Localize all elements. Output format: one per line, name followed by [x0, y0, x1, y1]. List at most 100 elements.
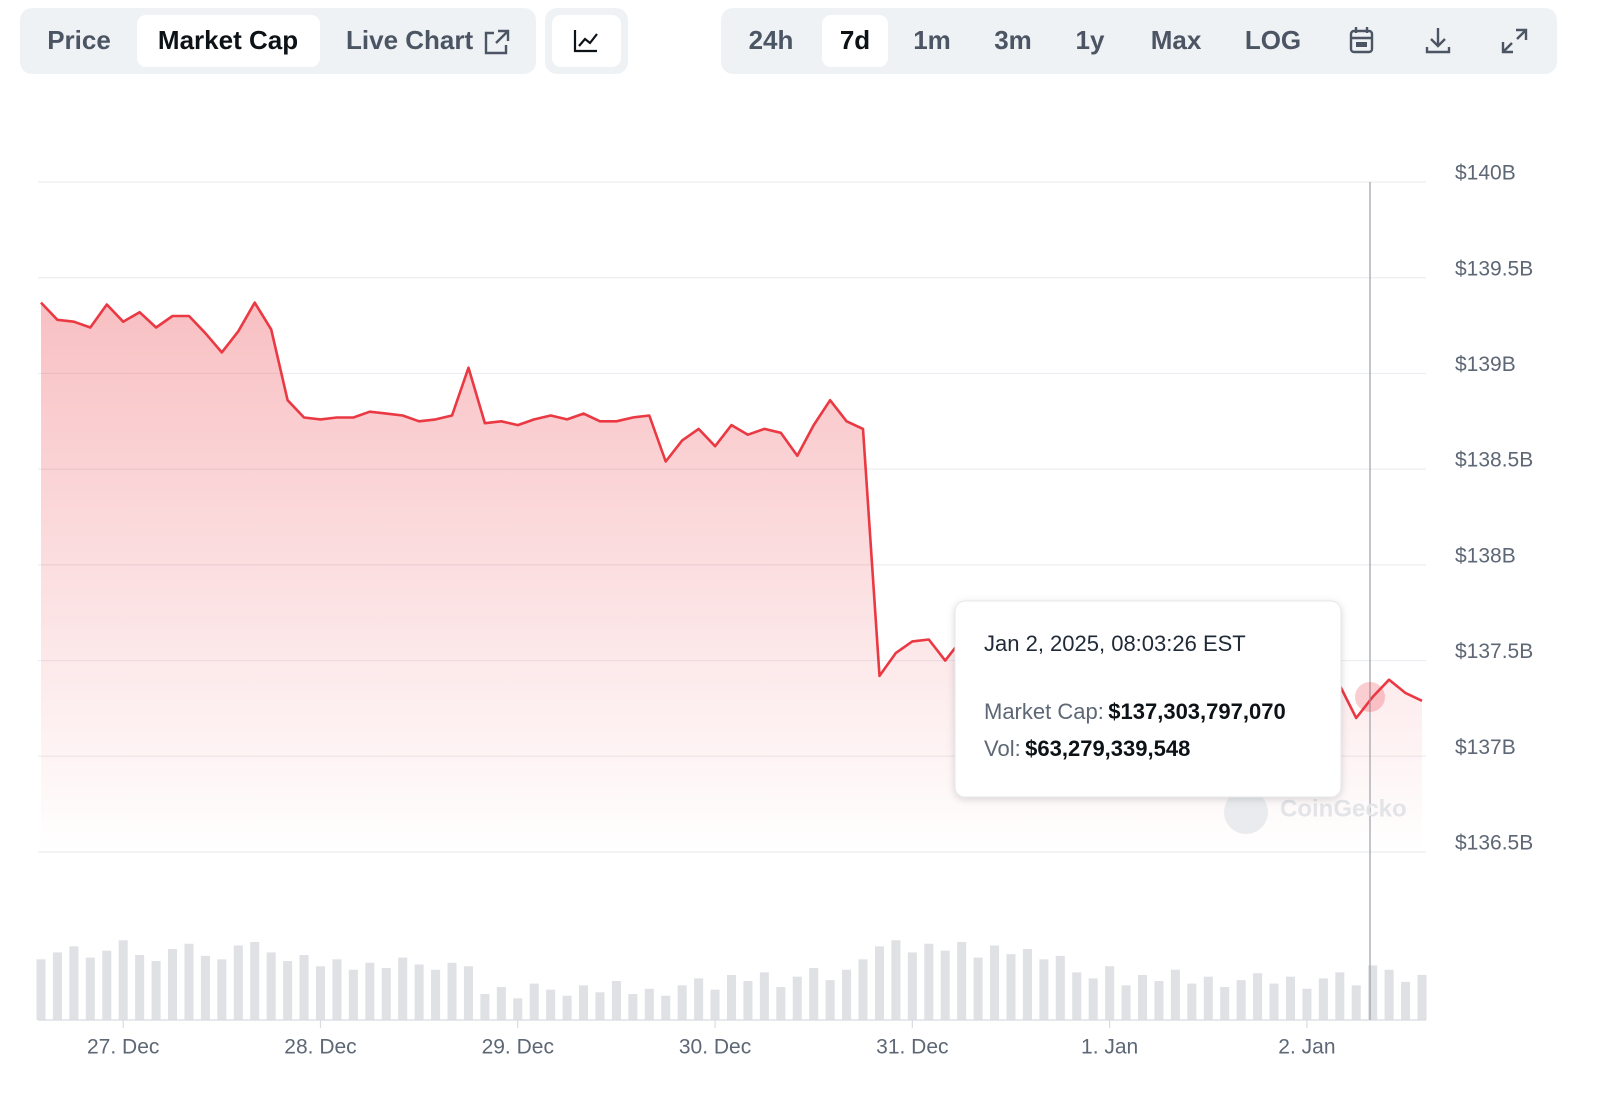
x-tick-label: 28. Dec — [284, 1036, 356, 1059]
y-tick-label: $137B — [1455, 736, 1516, 759]
x-tick-label: 1. Jan — [1081, 1036, 1138, 1059]
volume-bar — [611, 981, 621, 1020]
volume-bars — [36, 940, 1427, 1020]
volume-bar — [1417, 974, 1427, 1020]
volume-bar — [1170, 969, 1180, 1020]
volume-bar — [52, 952, 62, 1020]
volume-bar — [200, 955, 210, 1020]
volume-bar — [250, 942, 260, 1020]
volume-bar — [315, 966, 326, 1020]
volume-bar — [973, 957, 983, 1020]
range-7d[interactable]: 7d — [840, 25, 870, 55]
volume-bar — [480, 994, 490, 1020]
volume-bar — [529, 983, 539, 1020]
tab-price[interactable]: Price — [47, 25, 111, 55]
calendar-icon[interactable] — [1349, 27, 1374, 54]
volume-bar — [644, 988, 654, 1020]
volume-bar — [36, 959, 46, 1020]
x-tick-label: 30. Dec — [679, 1036, 751, 1059]
range-max[interactable]: Max — [1151, 25, 1202, 55]
volume-bar — [957, 942, 967, 1020]
volume-bar — [447, 962, 457, 1020]
volume-bar — [1318, 978, 1328, 1020]
volume-bar — [1351, 985, 1361, 1020]
range-1y[interactable]: 1y — [1076, 25, 1105, 55]
volume-bar — [891, 940, 901, 1020]
log-toggle[interactable]: LOG — [1245, 25, 1301, 55]
volume-bar — [1335, 972, 1345, 1020]
x-tick-label: 27. Dec — [87, 1036, 159, 1059]
y-tick-label: $137.5B — [1455, 640, 1533, 663]
y-tick-label: $138.5B — [1455, 449, 1533, 472]
volume-bar — [1368, 965, 1378, 1020]
volume-bar — [496, 987, 506, 1020]
volume-bar — [990, 945, 1000, 1020]
volume-bar — [398, 957, 408, 1020]
volume-bar — [151, 961, 161, 1020]
volume-bar — [1203, 976, 1213, 1020]
volume-bar — [1236, 980, 1246, 1020]
volume-bar — [102, 950, 112, 1020]
y-tick-label: $138B — [1455, 544, 1516, 567]
volume-bar — [1055, 955, 1065, 1020]
volume-bar — [792, 976, 802, 1020]
tooltip-vol: Vol: $63,279,339,548 — [984, 736, 1190, 761]
volume-bar — [726, 974, 737, 1020]
range-24h[interactable]: 24h — [749, 25, 794, 55]
vol-value: $63,279,339,548 — [1025, 736, 1190, 761]
volume-bar — [1154, 981, 1164, 1020]
volume-bar — [1088, 978, 1098, 1020]
volume-bar — [299, 955, 309, 1020]
volume-bar — [1022, 948, 1032, 1020]
volume-bar — [381, 968, 391, 1020]
volume-bar — [365, 962, 375, 1020]
volume-bar — [184, 943, 194, 1020]
volume-bar — [1220, 987, 1230, 1020]
fullscreen-icon[interactable] — [1501, 28, 1528, 54]
volume-bar — [1121, 985, 1131, 1020]
volume-bar — [661, 995, 671, 1020]
x-tick-label: 29. Dec — [482, 1036, 554, 1059]
volume-bar — [924, 943, 934, 1020]
tab-live-chart[interactable]: Live Chart — [346, 25, 473, 55]
volume-bar — [907, 952, 917, 1020]
volume-bar — [1006, 954, 1016, 1020]
volume-bar — [579, 985, 589, 1020]
volume-bar — [874, 946, 884, 1020]
volume-bar — [595, 992, 605, 1020]
tab-market-cap[interactable]: Market Cap — [158, 25, 298, 55]
download-icon[interactable] — [1425, 28, 1451, 54]
volume-bar — [858, 959, 868, 1020]
volume-bar — [1105, 966, 1115, 1020]
cap-label: Market Cap: — [984, 699, 1104, 724]
y-tick-label: $140B — [1455, 162, 1516, 185]
volume-bar — [776, 987, 786, 1020]
vol-label: Vol: — [984, 736, 1021, 761]
volume-bar — [546, 989, 556, 1020]
range-3m[interactable]: 3m — [994, 25, 1032, 55]
volume-bar — [1253, 973, 1263, 1020]
y-tick-label: $139B — [1455, 353, 1516, 376]
volume-bar — [118, 940, 128, 1020]
volume-bar — [266, 952, 276, 1020]
external-icon — [484, 29, 510, 55]
tooltip-cap: Market Cap: $137,303,797,070 — [984, 699, 1286, 724]
volume-bar — [562, 995, 572, 1020]
volume-bar — [1137, 974, 1148, 1020]
volume-bar — [85, 957, 95, 1020]
line-chart-icon — [573, 30, 598, 53]
volume-bar — [677, 985, 687, 1020]
x-tick-label: 2. Jan — [1278, 1036, 1335, 1059]
range-1m[interactable]: 1m — [913, 25, 951, 55]
volume-bar — [348, 969, 358, 1020]
volume-bar — [332, 959, 342, 1020]
active-tab-bg — [137, 15, 320, 67]
volume-bar — [1285, 976, 1295, 1020]
watermark-logo — [1224, 790, 1268, 834]
y-tick-label: $139.5B — [1455, 257, 1533, 280]
volume-bar — [168, 948, 178, 1020]
volume-bar — [694, 978, 704, 1020]
volume-bar — [1401, 981, 1411, 1020]
